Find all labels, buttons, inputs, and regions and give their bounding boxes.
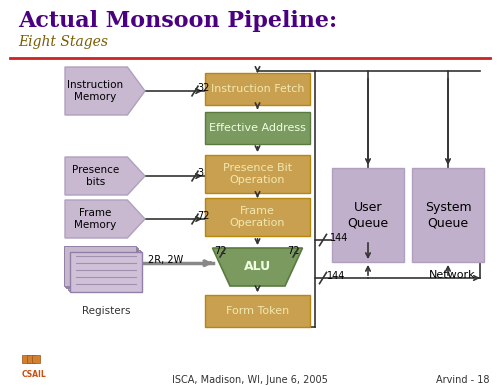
Text: 32: 32 (197, 83, 209, 93)
Text: 72: 72 (197, 211, 209, 221)
FancyBboxPatch shape (66, 249, 138, 288)
Text: System
Queue: System Queue (424, 201, 472, 229)
FancyBboxPatch shape (205, 198, 310, 236)
Text: Presence Bit
Operation: Presence Bit Operation (223, 163, 292, 185)
FancyBboxPatch shape (22, 355, 30, 363)
Text: User
Queue: User Queue (348, 201, 389, 229)
FancyBboxPatch shape (68, 250, 140, 290)
Text: Arvind - 18: Arvind - 18 (436, 375, 490, 385)
FancyBboxPatch shape (205, 112, 310, 144)
Text: 2R, 2W: 2R, 2W (148, 255, 183, 265)
FancyBboxPatch shape (205, 73, 310, 105)
FancyBboxPatch shape (32, 355, 40, 363)
Text: Registers: Registers (82, 306, 130, 316)
Text: Effective Address: Effective Address (209, 123, 306, 133)
FancyBboxPatch shape (64, 246, 136, 286)
Text: Network: Network (428, 270, 475, 280)
Text: Frame
Memory: Frame Memory (74, 208, 116, 230)
Text: Instruction Fetch: Instruction Fetch (211, 84, 304, 94)
FancyBboxPatch shape (205, 295, 310, 327)
FancyBboxPatch shape (205, 155, 310, 193)
Text: 144: 144 (330, 233, 348, 243)
FancyBboxPatch shape (27, 355, 35, 363)
FancyBboxPatch shape (69, 251, 141, 291)
Text: Instruction
Memory: Instruction Memory (68, 80, 124, 102)
Text: Frame
Operation: Frame Operation (230, 206, 285, 228)
FancyBboxPatch shape (412, 168, 484, 262)
Polygon shape (212, 248, 302, 286)
FancyBboxPatch shape (70, 252, 142, 292)
Text: Eight Stages: Eight Stages (18, 35, 108, 49)
Text: 3: 3 (197, 168, 203, 178)
Text: 72: 72 (288, 246, 300, 256)
Text: 72: 72 (214, 246, 227, 256)
FancyBboxPatch shape (332, 168, 404, 262)
Text: Form Token: Form Token (226, 306, 289, 316)
Text: 144: 144 (327, 271, 345, 281)
Text: ALU: ALU (244, 261, 271, 274)
Text: ISCA, Madison, WI, June 6, 2005: ISCA, Madison, WI, June 6, 2005 (172, 375, 328, 385)
Polygon shape (65, 200, 145, 238)
Text: Presence
bits: Presence bits (72, 165, 119, 187)
Text: CSAIL: CSAIL (22, 370, 46, 379)
FancyBboxPatch shape (65, 247, 137, 287)
Polygon shape (65, 67, 145, 115)
Text: Actual Monsoon Pipeline:: Actual Monsoon Pipeline: (18, 10, 337, 32)
Polygon shape (65, 157, 145, 195)
